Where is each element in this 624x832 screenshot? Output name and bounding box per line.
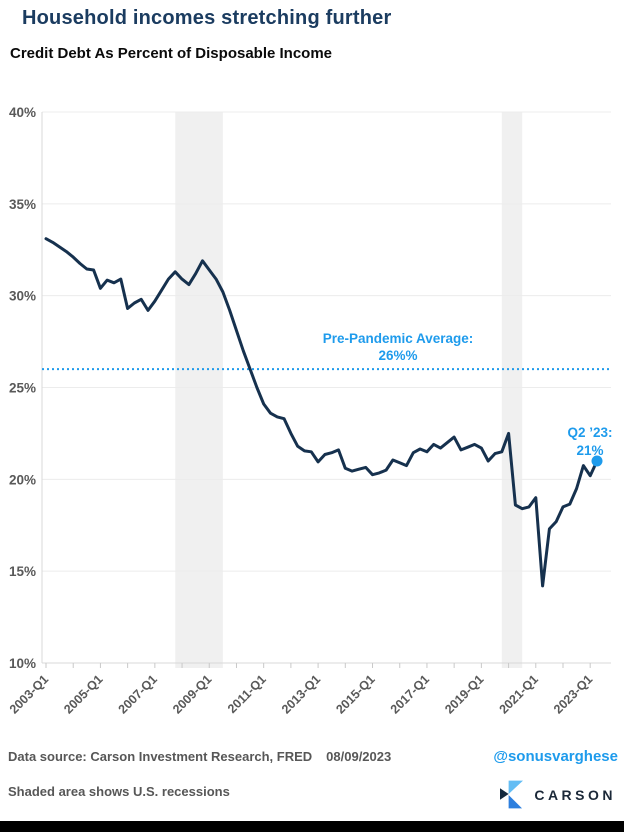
x-tick-label: 2013-Q1 — [279, 672, 323, 716]
x-tick-label: 2009-Q1 — [170, 672, 214, 716]
bottom-divider-bar — [0, 821, 624, 832]
x-tick-label: 2011-Q1 — [225, 672, 269, 716]
page-title: Household incomes stretching further — [22, 7, 392, 29]
twitter-handle: @sonusvarghese — [493, 748, 618, 765]
x-tick-label: 2007-Q1 — [116, 672, 160, 716]
chart-subtitle: Credit Debt As Percent of Disposable Inc… — [10, 45, 333, 62]
data-line — [44, 237, 599, 588]
carson-logo-icon — [500, 780, 524, 809]
y-tick-label: 10% — [9, 656, 36, 671]
latest-value-label-line2: 21% — [576, 443, 603, 458]
footer-note-row: Shaded area shows U.S. recessions CARSON — [8, 780, 618, 810]
x-tick-label: 2019-Q1 — [442, 672, 486, 716]
recession-note: Shaded area shows U.S. recessions — [8, 784, 230, 799]
y-tick-label: 20% — [9, 472, 36, 487]
carson-logo-text: CARSON — [534, 787, 616, 803]
x-tick-label: 2017-Q1 — [388, 672, 432, 716]
carson-logo: CARSON — [500, 780, 616, 810]
latest-value-label-line1: Q2 ’23: — [567, 425, 612, 440]
y-tick-label: 15% — [9, 564, 36, 579]
chart-layers: 10% 15% 20% 25% 30% 35% 40% 2003-Q1 2005-Q1 2007-… — [7, 105, 611, 717]
pre-pandemic-average-label-line2: 26%% — [378, 348, 417, 363]
source-label: Data source: Carson Investment Research,… — [8, 749, 313, 764]
latest-point-marker — [591, 455, 603, 467]
y-tick-label: 40% — [9, 105, 36, 120]
y-tick-label: 35% — [9, 197, 36, 212]
footer-source-row: Data source: Carson Investment Research,… — [8, 748, 618, 766]
x-tick-label: 2003-Q1 — [7, 672, 51, 716]
x-tick-label: 2023-Q1 — [551, 672, 595, 716]
line-chart: 10% 15% 20% 25% 30% 35% 40% 2003-Q1 2005-Q1 2007-… — [7, 105, 613, 717]
y-tick-label: 30% — [9, 289, 36, 304]
source-date: 08/09/2023 — [326, 749, 392, 764]
recession-band — [175, 112, 223, 668]
x-tick-label: 2005-Q1 — [61, 672, 105, 716]
data-source-text: Data source: Carson Investment Research,… — [8, 748, 391, 766]
x-tick-label: 2015-Q1 — [333, 672, 377, 716]
pre-pandemic-average-label-line1: Pre-Pandemic Average: — [323, 331, 474, 346]
x-tick-label: 2021-Q1 — [497, 672, 541, 716]
y-tick-label: 25% — [9, 381, 36, 396]
recession-band — [501, 112, 523, 668]
